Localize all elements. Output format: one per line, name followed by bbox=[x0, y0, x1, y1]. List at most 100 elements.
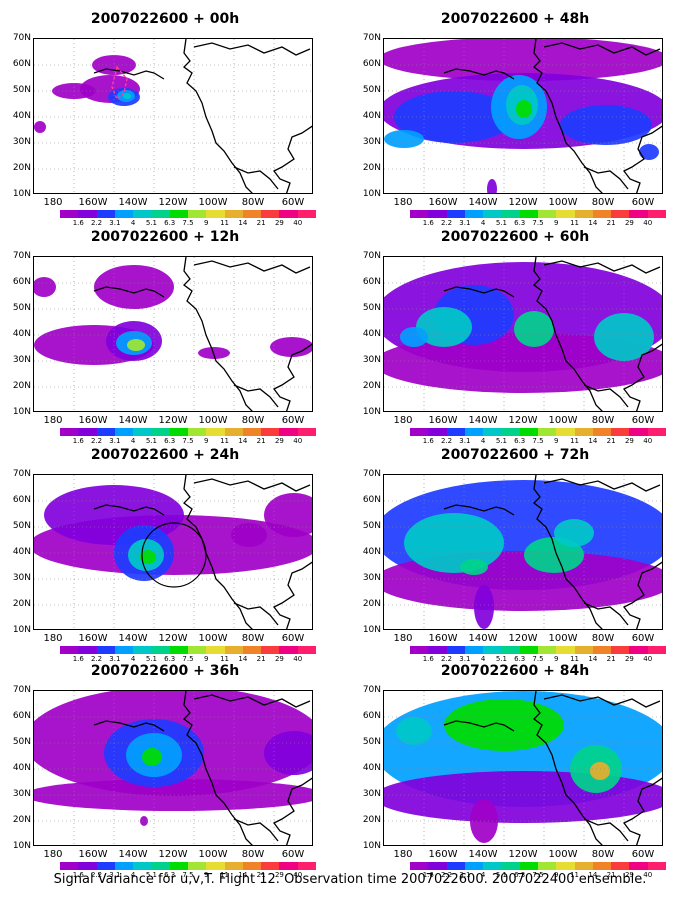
colorbar-label: 7.5 bbox=[532, 655, 544, 663]
lat-tick-label: 50N bbox=[12, 737, 31, 747]
variance-contour-fill bbox=[140, 816, 148, 826]
colorbar-label: 14 bbox=[588, 871, 598, 879]
lon-tick-label: 140W bbox=[118, 415, 148, 426]
coastline bbox=[443, 504, 515, 516]
colorbar-label: 7.5 bbox=[182, 437, 194, 445]
colorbar-label: 5.1 bbox=[495, 655, 507, 663]
colorbar-segment bbox=[279, 210, 299, 218]
colorbar-segment bbox=[169, 428, 189, 436]
colorbar-segment bbox=[629, 428, 649, 436]
lon-tick-label: 100W bbox=[198, 849, 228, 860]
map-panel: 2007022600 + 72h 70N 60N 50N 40N 30N 20N 10N 180… bbox=[350, 444, 680, 663]
lat-tick-label: 20N bbox=[12, 815, 31, 825]
lat-tick-label: 70N bbox=[362, 251, 381, 261]
colorbar-segment bbox=[592, 646, 612, 654]
colorbar-label: 2.2 bbox=[440, 655, 453, 663]
lat-tick-label: 70N bbox=[12, 469, 31, 479]
colorbar-label: 21 bbox=[256, 655, 266, 663]
colorbar-label: 11 bbox=[220, 871, 230, 879]
colorbar-label: 5.1 bbox=[495, 219, 507, 227]
lat-tick-label: 30N bbox=[362, 789, 381, 799]
colorbar-label: 6.3 bbox=[164, 871, 176, 879]
lat-tick-label: 40N bbox=[12, 329, 31, 339]
colorbar-segment bbox=[647, 210, 667, 218]
colorbar-label: 6.3 bbox=[514, 437, 526, 445]
coastline bbox=[443, 68, 515, 80]
lat-tick-label: 40N bbox=[12, 763, 31, 773]
colorbar-label: 21 bbox=[606, 437, 616, 445]
colorbar-label: 2.2 bbox=[440, 219, 453, 227]
colorbar-label: 7.5 bbox=[532, 437, 544, 445]
colorbar-label: 3.1 bbox=[109, 871, 121, 879]
colorbar bbox=[410, 646, 667, 654]
map-svg bbox=[34, 39, 312, 193]
colorbar-label: 14 bbox=[588, 437, 598, 445]
colorbar-segment bbox=[519, 646, 539, 654]
lat-tick-label: 70N bbox=[12, 251, 31, 261]
lon-tick-label: 120W bbox=[158, 849, 188, 860]
map-panel: 2007022600 + 24h 70N 60N 50N 40N 30N 20N 10N 180… bbox=[0, 444, 330, 663]
coastline bbox=[543, 478, 661, 492]
variance-contour-fill bbox=[34, 779, 312, 811]
coastline bbox=[443, 286, 515, 298]
variance-contour-fill bbox=[34, 277, 56, 297]
coastline bbox=[623, 343, 662, 411]
colorbar-segment bbox=[151, 646, 171, 654]
colorbar-segment bbox=[206, 646, 226, 654]
colorbar-segment bbox=[519, 210, 539, 218]
colorbar-label: 1.6 bbox=[422, 437, 434, 445]
map-svg bbox=[384, 475, 662, 629]
map-panel: 2007022600 + 48h 70N 60N 50N 40N 30N 20N 10N 180… bbox=[350, 8, 680, 227]
coastline bbox=[193, 42, 311, 56]
lat-tick-label: 20N bbox=[362, 381, 381, 391]
colorbar-label: 21 bbox=[606, 871, 616, 879]
lon-tick-label: 140W bbox=[118, 197, 148, 208]
colorbar-label: 5.1 bbox=[495, 437, 507, 445]
colorbar-segment bbox=[133, 210, 152, 218]
colorbar-label: 1.6 bbox=[422, 219, 434, 227]
colorbar-segment bbox=[224, 646, 244, 654]
colorbar-segment bbox=[78, 646, 98, 654]
colorbar-label: 9 bbox=[554, 219, 559, 227]
colorbar-label: 6.3 bbox=[164, 219, 176, 227]
colorbar-label: 11 bbox=[220, 437, 230, 445]
colorbar-label: 4 bbox=[480, 437, 486, 445]
lon-tick-label: 180 bbox=[43, 633, 63, 644]
colorbar-label: 14 bbox=[238, 655, 248, 663]
lon-tick-label: 80W bbox=[241, 197, 265, 208]
lon-tick-label: 140W bbox=[468, 197, 498, 208]
coastline bbox=[583, 602, 629, 626]
map-svg bbox=[34, 691, 312, 845]
colorbar-segment bbox=[60, 210, 79, 218]
colorbar-segment bbox=[96, 862, 116, 870]
map-panel: 2007022600 + 36h 70N 60N 50N 40N 30N 20N 10N 180… bbox=[0, 660, 330, 879]
colorbar-label: 14 bbox=[238, 219, 248, 227]
lat-tick-label: 20N bbox=[12, 163, 31, 173]
lon-tick-label: 160W bbox=[428, 197, 458, 208]
lon-tick-label: 60W bbox=[631, 415, 655, 426]
variance-contour-fill bbox=[487, 179, 497, 193]
lat-tick-label: 20N bbox=[362, 163, 381, 173]
colorbar-label: 40 bbox=[293, 871, 303, 879]
variance-contour-fill bbox=[590, 762, 610, 780]
lat-tick-label: 50N bbox=[362, 303, 381, 313]
lat-tick-label: 30N bbox=[12, 789, 31, 799]
colorbar-label: 40 bbox=[293, 655, 303, 663]
colorbar bbox=[60, 862, 317, 870]
colorbar-label: 6.3 bbox=[514, 871, 526, 879]
variance-contour-fill bbox=[514, 311, 554, 347]
colorbar-label: 29 bbox=[624, 437, 634, 445]
colorbar bbox=[60, 646, 317, 654]
colorbar-label: 21 bbox=[256, 871, 266, 879]
colorbar-label: 29 bbox=[624, 871, 634, 879]
colorbar-segment bbox=[629, 646, 649, 654]
colorbar-segment bbox=[556, 646, 576, 654]
colorbar-label: 5.1 bbox=[145, 871, 157, 879]
lat-tick-label: 70N bbox=[362, 33, 381, 43]
colorbar-label: 6.3 bbox=[164, 655, 176, 663]
panel-title: 2007022600 + 60h bbox=[440, 229, 590, 245]
colorbar-segment bbox=[188, 210, 207, 218]
map-svg bbox=[384, 257, 662, 411]
colorbar-segment bbox=[410, 428, 429, 436]
map-panel: 2007022600 + 12h 70N 60N 50N 40N 30N 20N 10N 180… bbox=[0, 226, 330, 445]
